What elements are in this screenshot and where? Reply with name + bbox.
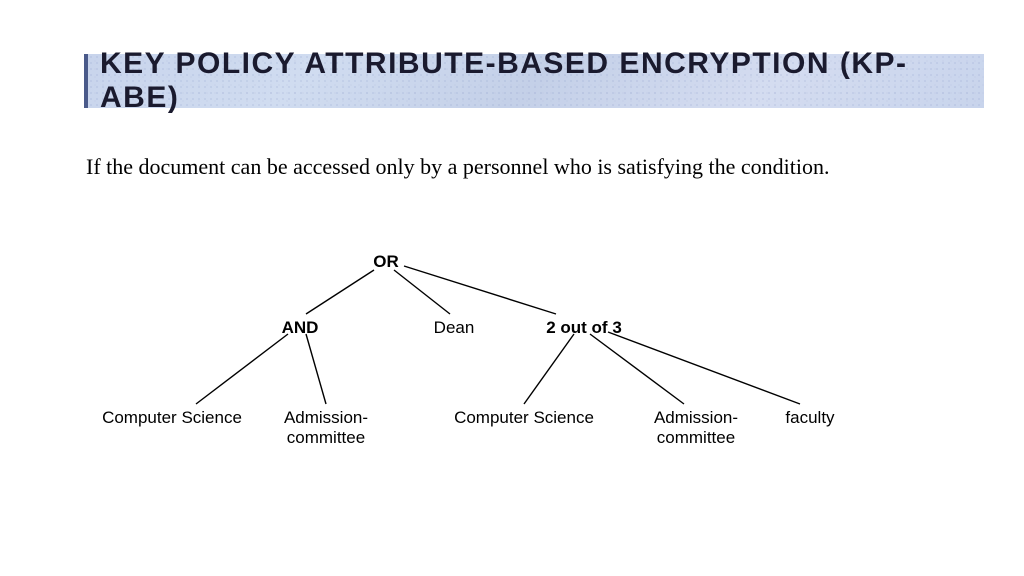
tree-node-or: OR — [373, 252, 399, 272]
tree-node-adm2: Admission- committee — [654, 408, 738, 448]
tree-edge — [404, 266, 556, 314]
page-title: KEY POLICY ATTRIBUTE-BASED ENCRYPTION (K… — [100, 47, 984, 115]
body-paragraph: If the document can be accessed only by … — [86, 150, 968, 183]
tree-edge — [306, 270, 374, 314]
tree-node-k23: 2 out of 3 — [546, 318, 622, 338]
tree-edge — [306, 334, 326, 404]
tree-edges — [0, 236, 1024, 496]
tree-edge — [196, 334, 288, 404]
tree-node-cs1: Computer Science — [102, 408, 242, 428]
tree-edge — [590, 334, 684, 404]
tree-edge — [524, 334, 574, 404]
tree-node-cs2: Computer Science — [454, 408, 594, 428]
title-bar: KEY POLICY ATTRIBUTE-BASED ENCRYPTION (K… — [84, 54, 984, 108]
tree-edge — [394, 270, 450, 314]
tree-node-dean: Dean — [434, 318, 475, 338]
tree-node-adm1: Admission- committee — [284, 408, 368, 448]
tree-node-fac: faculty — [785, 408, 834, 428]
tree-node-and: AND — [282, 318, 319, 338]
policy-tree-diagram: OR AND Dean 2 out of 3 Computer Science Admis… — [0, 236, 1024, 496]
